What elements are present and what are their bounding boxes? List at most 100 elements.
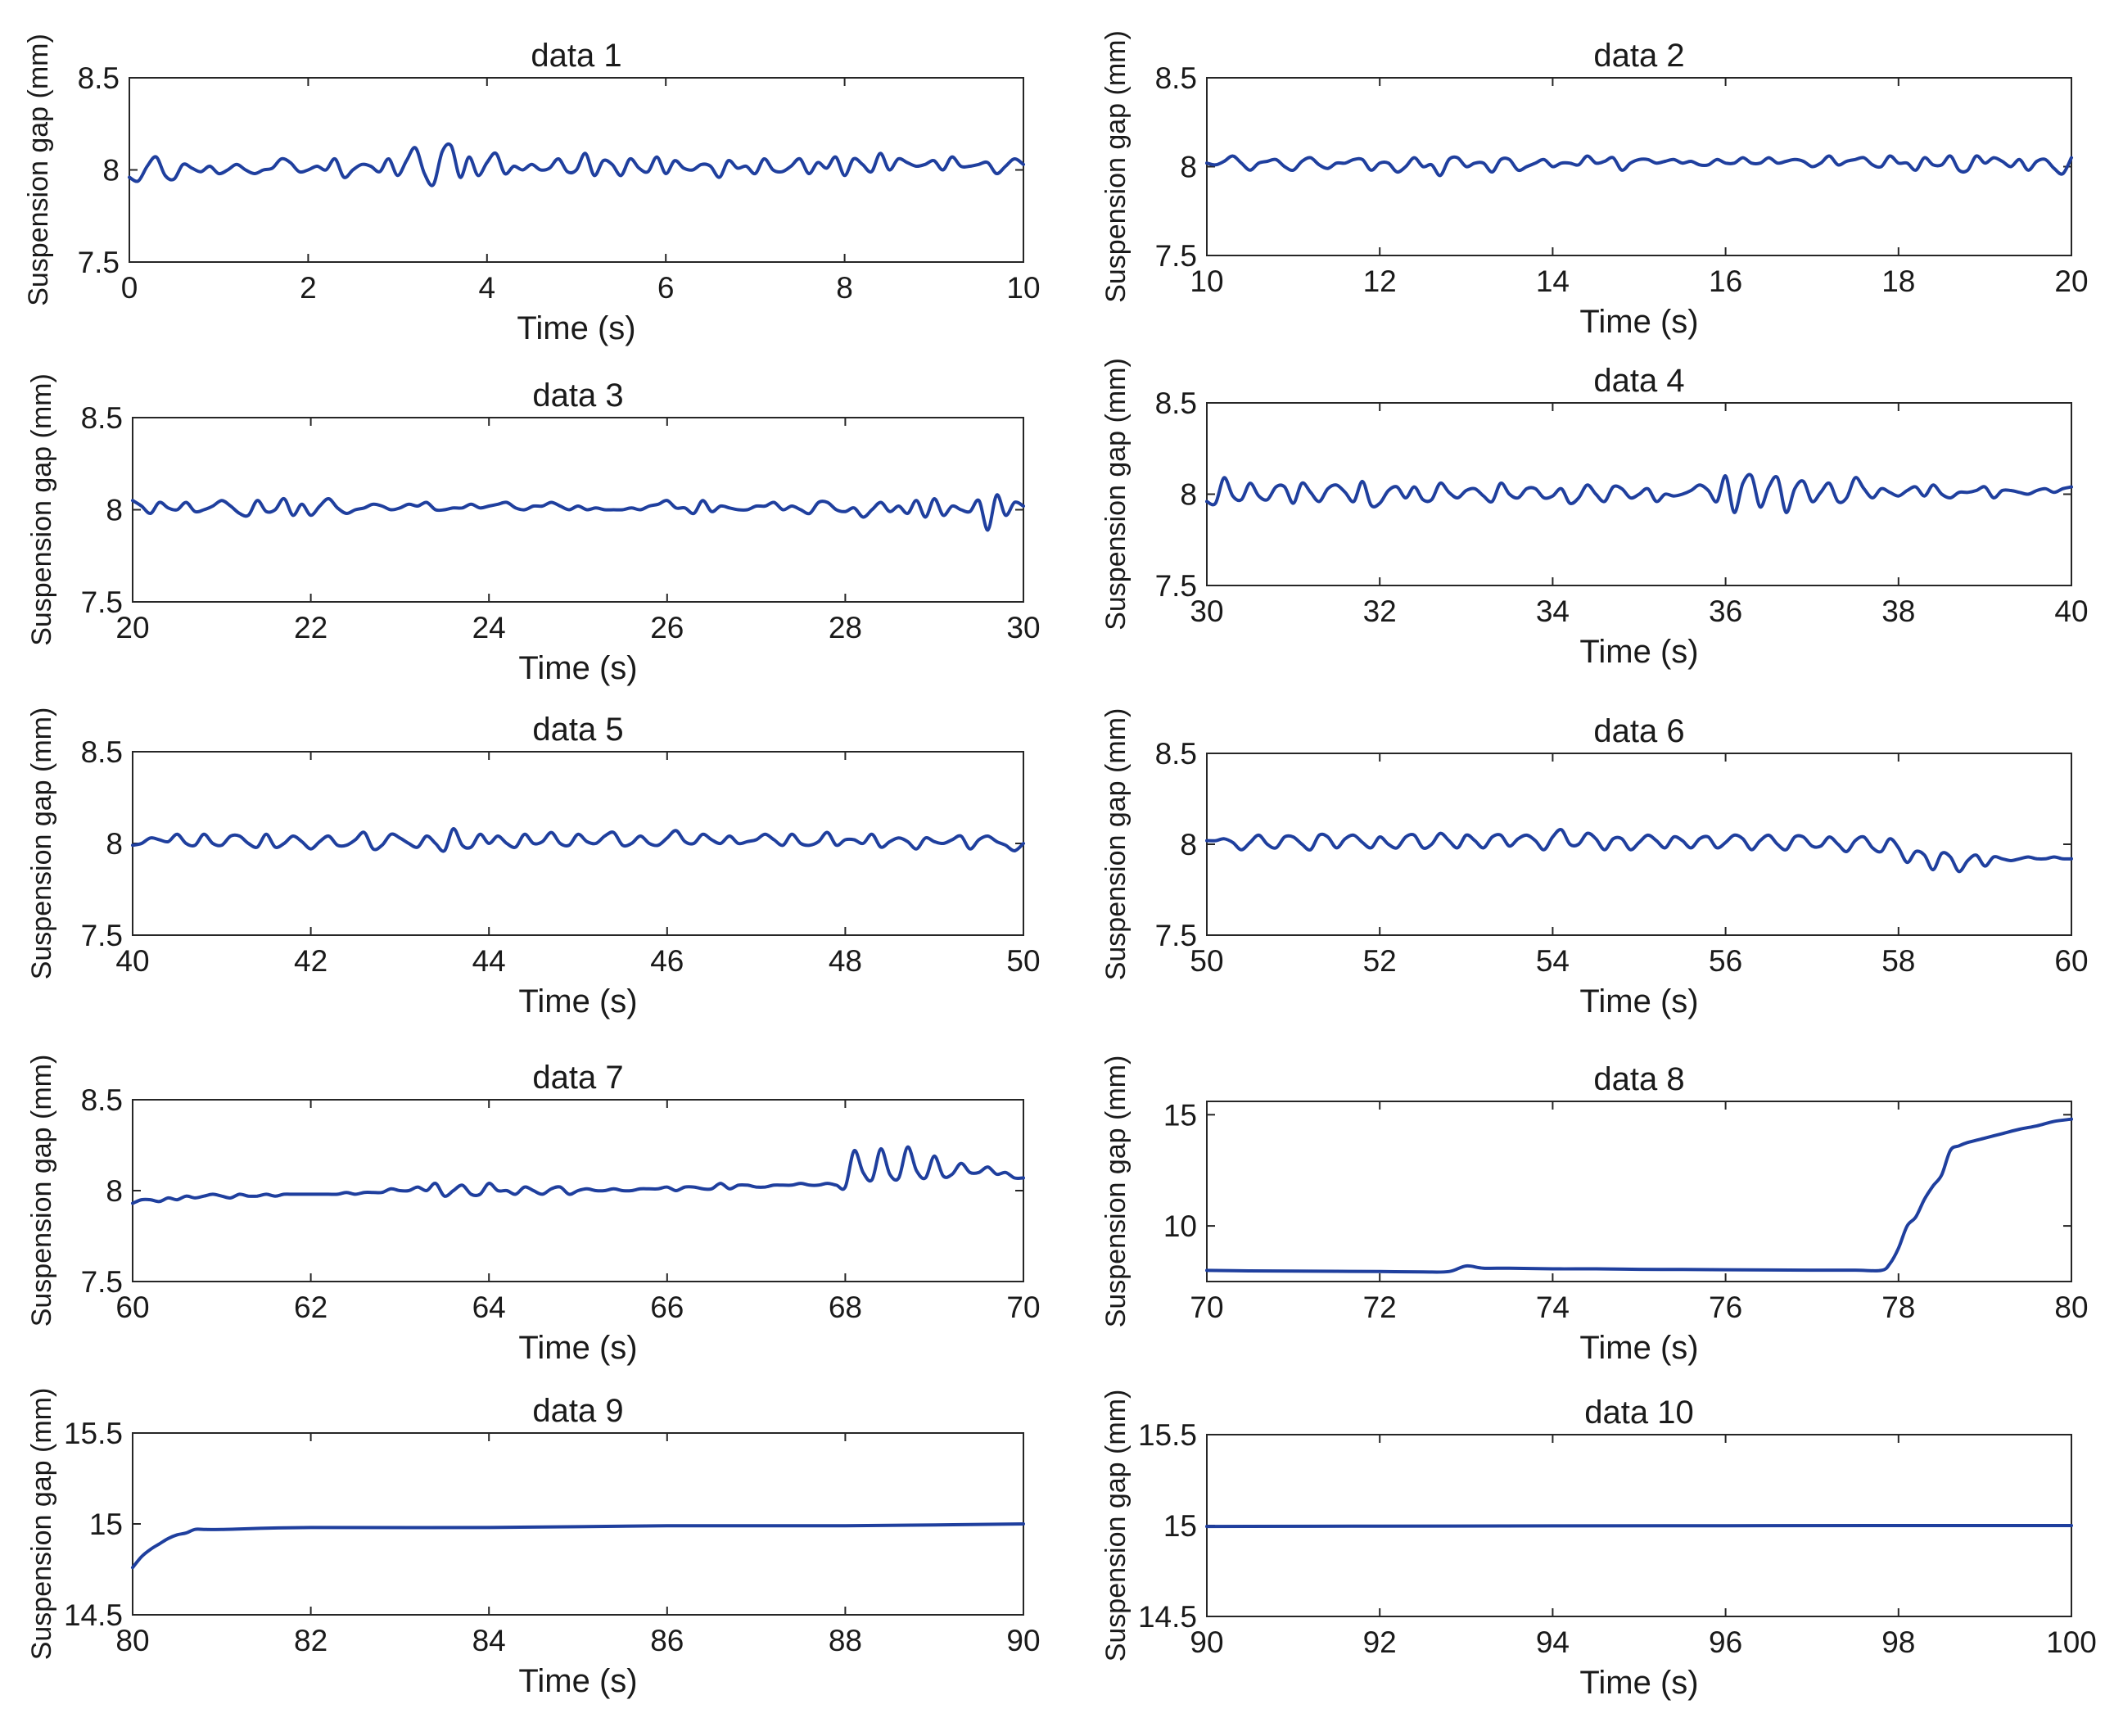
chart-svg: data 3 20 22 24 26 28 30 7.5 8 8.5 Time (s) Suspens… — [26, 373, 1041, 686]
chart-svg: data 9 80 82 84 86 88 90 14.5 15 15.5 Time (s) Susp… — [26, 1388, 1041, 1699]
plot-area — [132, 417, 1024, 603]
x-axis-label: Time (s) — [1579, 1665, 1698, 1701]
x-tick-label: 30 — [1006, 611, 1040, 644]
x-axis-label: Time (s) — [518, 983, 637, 1019]
chart-title: data 4 — [1593, 363, 1684, 399]
plot-area — [1206, 77, 2072, 256]
y-tick-label: 7.5 — [81, 1265, 123, 1299]
chart-svg: data 1 0 2 4 6 8 10 7.5 8 8.5 Time (s) Suspension g… — [23, 34, 1041, 346]
panel-data-10: data 10 90 92 94 96 98 100 14.5 15 15.5 Time (s) Su… — [1092, 1384, 2097, 1708]
y-tick-label: 8 — [1180, 478, 1197, 512]
x-tick-label: 96 — [1709, 1625, 1742, 1659]
y-tick-label: 7.5 — [1155, 239, 1197, 273]
x-axis-label: Time (s) — [518, 1663, 637, 1699]
y-tick-label: 8 — [1180, 151, 1197, 184]
chart-title: data 9 — [532, 1393, 623, 1429]
x-tick-label: 6 — [657, 271, 675, 305]
x-tick-label: 100 — [2046, 1625, 2096, 1659]
x-tick-label: 8 — [836, 271, 853, 305]
x-tick-label: 20 — [115, 611, 149, 644]
x-tick-label: 78 — [1881, 1291, 1915, 1324]
y-tick-label: 15 — [1163, 1098, 1197, 1132]
y-tick-label: 8 — [102, 154, 120, 188]
series-line — [131, 1522, 1025, 1570]
x-tick-label: 52 — [1363, 944, 1397, 978]
panel-data-9: data 9 80 82 84 86 88 90 14.5 15 15.5 Time (s) Susp… — [18, 1382, 1048, 1707]
x-axis-label: Time (s) — [518, 1330, 637, 1366]
x-axis-label: Time (s) — [1579, 304, 1698, 340]
x-tick-label: 0 — [121, 271, 138, 305]
y-tick-label: 7.5 — [1155, 919, 1197, 952]
x-tick-label: 34 — [1536, 594, 1570, 628]
y-axis-label: Suspension gap (mm) — [1100, 30, 1132, 303]
x-tick-label: 26 — [650, 611, 684, 644]
x-axis-label: Time (s) — [517, 310, 635, 346]
x-tick-label: 90 — [1190, 1625, 1223, 1659]
y-tick-label: 8 — [106, 494, 123, 527]
y-axis-label: Suspension gap (mm) — [26, 1055, 57, 1327]
y-tick-label: 8 — [106, 1174, 123, 1208]
chart-svg: data 4 30 32 34 36 38 40 7.5 8 8.5 Time (s) Suspens… — [1100, 358, 2089, 670]
x-tick-label: 40 — [115, 944, 149, 978]
x-axis-label: Time (s) — [518, 650, 637, 686]
series-line — [131, 493, 1025, 532]
chart-title: data 8 — [1593, 1061, 1684, 1097]
x-tick-label: 86 — [650, 1624, 684, 1657]
x-tick-label: 24 — [472, 611, 506, 644]
series-line — [1205, 1117, 2073, 1274]
x-tick-label: 44 — [472, 944, 506, 978]
y-axis-label: Suspension gap (mm) — [26, 373, 57, 646]
x-tick-label: 12 — [1363, 264, 1397, 298]
x-tick-label: 68 — [829, 1291, 862, 1324]
x-tick-label: 70 — [1006, 1291, 1040, 1324]
x-tick-label: 20 — [2054, 264, 2088, 298]
series-line — [128, 142, 1025, 188]
x-tick-label: 66 — [650, 1291, 684, 1324]
plot-area — [132, 751, 1024, 936]
series-line — [131, 827, 1025, 853]
x-tick-label: 56 — [1709, 944, 1742, 978]
chart-svg: data 8 70 72 74 76 78 80 10 15 Time (s) Suspension… — [1100, 1056, 2089, 1366]
x-tick-label: 42 — [294, 944, 327, 978]
series-line — [1205, 828, 2073, 874]
chart-svg: data 10 90 92 94 96 98 100 14.5 15 15.5 Time (s) Su… — [1100, 1390, 2097, 1701]
y-tick-label: 8 — [1180, 828, 1197, 861]
x-tick-label: 88 — [829, 1624, 862, 1657]
x-tick-label: 10 — [1006, 271, 1040, 305]
y-tick-label: 15.5 — [1138, 1418, 1197, 1452]
y-axis-label: Suspension gap (mm) — [1100, 1390, 1132, 1662]
chart-title: data 7 — [532, 1060, 623, 1096]
y-tick-label: 7.5 — [78, 246, 120, 279]
x-tick-label: 14 — [1536, 264, 1570, 298]
y-tick-label: 8.5 — [81, 401, 123, 435]
y-tick-label: 10 — [1163, 1209, 1197, 1243]
x-tick-label: 30 — [1190, 594, 1223, 628]
x-tick-label: 38 — [1881, 594, 1915, 628]
series-line — [1205, 154, 2073, 178]
panel-data-6: data 6 50 52 54 56 58 60 7.5 8 8.5 Time (s) Suspens… — [1092, 703, 2096, 1027]
chart-title: data 1 — [531, 38, 621, 74]
panel-data-3: data 3 20 22 24 26 28 30 7.5 8 8.5 Time (s) Suspens… — [18, 367, 1048, 694]
x-tick-label: 90 — [1006, 1624, 1040, 1657]
y-axis-label: Suspension gap (mm) — [26, 1388, 57, 1661]
x-tick-label: 4 — [479, 271, 496, 305]
x-axis-label: Time (s) — [1579, 983, 1698, 1019]
x-tick-label: 74 — [1536, 1291, 1570, 1324]
y-tick-label: 7.5 — [81, 919, 123, 952]
panel-data-4: data 4 30 32 34 36 38 40 7.5 8 8.5 Time (s) Suspens… — [1092, 352, 2096, 677]
x-tick-label: 32 — [1363, 594, 1397, 628]
x-tick-label: 76 — [1709, 1291, 1742, 1324]
x-tick-label: 40 — [2054, 594, 2088, 628]
y-tick-label: 7.5 — [81, 585, 123, 619]
chart-title: data 5 — [532, 712, 623, 748]
y-axis-label: Suspension gap (mm) — [1100, 358, 1132, 631]
x-tick-label: 50 — [1190, 944, 1223, 978]
x-tick-label: 46 — [650, 944, 684, 978]
x-tick-label: 64 — [472, 1291, 506, 1324]
x-tick-label: 60 — [2054, 944, 2088, 978]
chart-title: data 10 — [1584, 1395, 1693, 1431]
panel-data-8: data 8 70 72 74 76 78 80 10 15 Time (s) Suspension… — [1092, 1051, 2096, 1373]
x-tick-label: 48 — [829, 944, 862, 978]
series-line — [1205, 472, 2073, 514]
